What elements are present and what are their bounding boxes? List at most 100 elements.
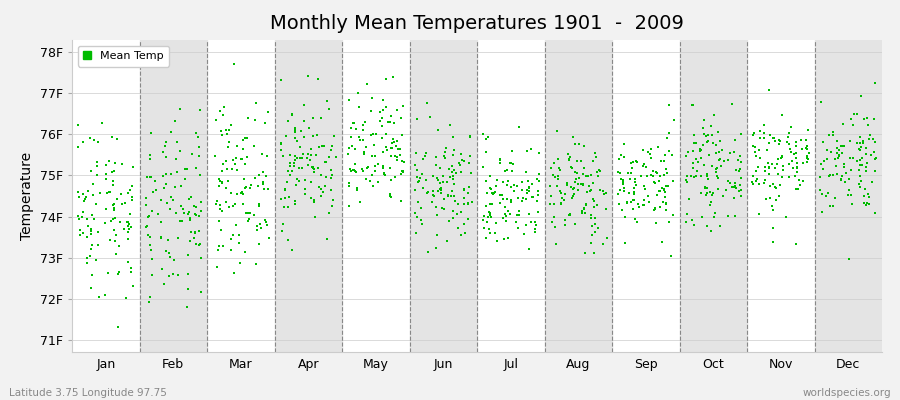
Point [344, 168, 358, 174]
Point [173, 106, 187, 112]
Point [121, 190, 135, 196]
Point [599, 235, 614, 242]
Point [703, 202, 717, 208]
Point [450, 210, 464, 217]
Point [867, 116, 881, 123]
Point [318, 158, 332, 165]
Point [652, 173, 667, 180]
Point [593, 186, 608, 193]
Point [476, 164, 491, 170]
Point [814, 161, 829, 168]
Point [636, 202, 651, 208]
Point [236, 191, 250, 197]
Point [170, 169, 184, 175]
Point [231, 240, 246, 246]
Point [846, 155, 860, 162]
Point [658, 152, 672, 158]
Point [224, 122, 238, 128]
Point [822, 173, 836, 180]
Point [342, 203, 356, 209]
Point [122, 187, 137, 193]
Point [680, 177, 694, 183]
Point [194, 199, 208, 205]
Point [156, 172, 170, 179]
Point [550, 127, 564, 134]
Bar [274, 40, 342, 352]
Point [415, 171, 429, 177]
Point [454, 169, 469, 176]
Point [122, 222, 136, 229]
Point [434, 187, 448, 194]
Point [506, 160, 520, 167]
Point [543, 201, 557, 207]
Point [694, 173, 708, 179]
Point [631, 201, 645, 207]
Point [774, 155, 788, 161]
Point [862, 136, 877, 142]
Point [854, 155, 868, 161]
Point [310, 132, 324, 138]
Point [426, 192, 440, 198]
Point [745, 178, 760, 185]
Point [305, 164, 320, 171]
Point [660, 170, 674, 176]
Point [440, 238, 454, 244]
Point [462, 190, 476, 197]
Point [554, 190, 569, 196]
Point [193, 241, 207, 248]
Point [857, 193, 871, 200]
Point [162, 273, 176, 280]
Point [214, 227, 229, 233]
Point [306, 164, 320, 171]
Point [189, 165, 203, 172]
Point [353, 198, 367, 205]
Point [171, 235, 185, 242]
Point [567, 179, 581, 186]
Point [278, 194, 293, 201]
Point [463, 132, 477, 139]
Point [818, 192, 832, 199]
Point [363, 177, 377, 184]
Point [388, 174, 402, 181]
Point [567, 191, 581, 197]
Point [99, 161, 113, 168]
Point [761, 86, 776, 93]
Point [123, 269, 138, 276]
Point [304, 179, 319, 186]
Point [415, 221, 429, 227]
Point [706, 213, 721, 220]
Point [800, 146, 814, 152]
Point [796, 178, 810, 184]
Point [842, 176, 856, 182]
Point [104, 218, 118, 225]
Point [509, 219, 524, 226]
Point [171, 272, 185, 278]
Point [527, 226, 542, 232]
Point [766, 180, 780, 187]
Point [768, 165, 782, 172]
Point [499, 212, 513, 219]
Point [188, 229, 202, 236]
Point [532, 149, 546, 156]
Point [112, 243, 126, 250]
Point [789, 169, 804, 175]
Point [835, 172, 850, 179]
Point [83, 253, 97, 259]
Point [356, 168, 370, 174]
Point [588, 150, 602, 156]
Point [793, 182, 807, 188]
Point [789, 164, 804, 170]
Point [376, 165, 391, 172]
Point [189, 130, 203, 136]
Point [792, 177, 806, 183]
Point [416, 185, 430, 192]
Point [866, 135, 880, 142]
Point [667, 117, 681, 123]
Point [630, 159, 644, 165]
Point [868, 155, 883, 161]
Point [167, 118, 182, 124]
Point [837, 143, 851, 149]
Point [414, 204, 428, 211]
Point [429, 154, 444, 160]
Point [210, 198, 224, 204]
